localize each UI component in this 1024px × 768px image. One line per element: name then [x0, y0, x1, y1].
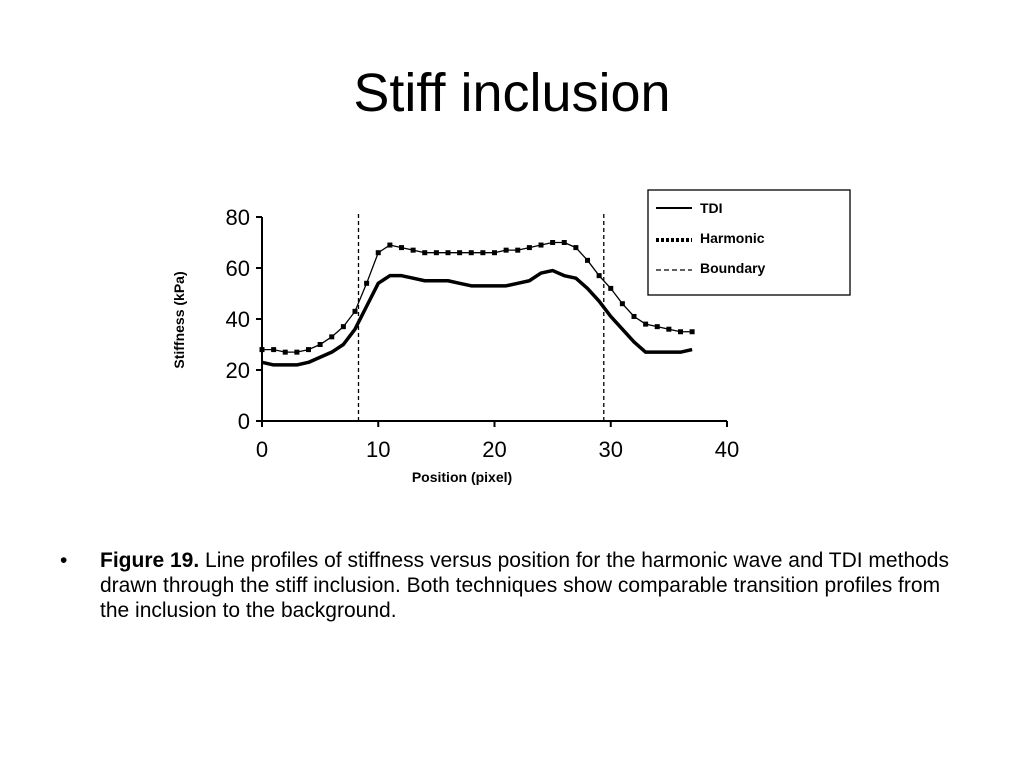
harmonic-point: [643, 321, 649, 327]
harmonic-point: [596, 273, 602, 279]
harmonic-point: [399, 245, 404, 251]
x-tick-label: 30: [599, 437, 623, 462]
x-tick-label: 20: [482, 437, 506, 462]
legend-boundary-label: Boundary: [700, 260, 766, 276]
harmonic-point: [585, 257, 590, 263]
x-tick-label: 40: [715, 437, 739, 462]
caption-body: Line profiles of stiffness versus positi…: [100, 549, 949, 622]
harmonic-point: [526, 245, 532, 251]
harmonic-point: [654, 324, 660, 330]
harmonic-point: [631, 313, 637, 319]
caption-text-block: Figure 19. Line profiles of stiffness ve…: [100, 548, 960, 623]
harmonic-point: [271, 347, 277, 353]
harmonic-point: [666, 326, 672, 332]
harmonic-point: [352, 308, 358, 314]
y-axis-label: Stiffness (kPa): [171, 271, 187, 368]
y-tick-label: 80: [226, 205, 250, 230]
y-tick-label: 40: [226, 307, 250, 332]
harmonic-point: [492, 250, 497, 256]
harmonic-point: [678, 329, 683, 335]
harmonic-point: [619, 301, 625, 307]
series-lines: [259, 240, 695, 367]
legend-tdi-label: TDI: [700, 200, 723, 216]
harmonic-point: [457, 250, 463, 256]
harmonic-point: [294, 349, 300, 355]
boundary-lines: [357, 214, 605, 421]
harmonic-point: [282, 349, 288, 355]
harmonic-point: [433, 250, 439, 256]
harmonic-point: [410, 247, 416, 253]
x-tick-label: 0: [256, 437, 268, 462]
harmonic-point: [329, 334, 335, 340]
harmonic-point: [608, 285, 614, 291]
stiffness-chart: 0 20 40 60 80 0 10 20 30 40 Stiffness (kPa) Posit…: [171, 189, 851, 485]
x-axis-label: Position (pixel): [412, 469, 512, 485]
chart-legend: TDI Harmonic Boundary: [647, 189, 851, 296]
harmonic-point: [259, 347, 265, 353]
caption-label: Figure 19.: [100, 549, 200, 572]
y-tick-label: 0: [238, 409, 250, 434]
slide-title: Stiff inclusion: [353, 63, 671, 123]
harmonic-point: [422, 250, 428, 256]
harmonic-point: [364, 280, 370, 286]
harmonic-point: [515, 247, 521, 253]
figure-caption: • Figure 19. Line profiles of stiffness …: [60, 548, 960, 623]
harmonic-point: [468, 250, 474, 256]
harmonic-point: [573, 245, 579, 251]
x-tick-label: 10: [366, 437, 390, 462]
harmonic-point: [480, 250, 486, 256]
y-tick-label: 60: [226, 256, 250, 281]
harmonic-point: [503, 247, 509, 253]
harmonic-point: [561, 240, 567, 245]
tdi-series-line: [261, 268, 693, 367]
harmonic-point: [538, 242, 544, 248]
harmonic-point: [550, 240, 556, 245]
harmonic-point: [375, 250, 381, 256]
harmonic-point: [689, 329, 695, 335]
chart-axes: 0 20 40 60 80 0 10 20 30 40: [226, 205, 740, 462]
harmonic-point: [317, 342, 323, 347]
harmonic-point: [306, 347, 311, 353]
caption-bullet: •: [60, 549, 68, 572]
y-tick-label: 20: [226, 358, 250, 383]
harmonic-point: [340, 324, 346, 330]
harmonic-point: [445, 250, 451, 256]
legend-harmonic-label: Harmonic: [700, 230, 765, 246]
harmonic-point: [387, 242, 393, 248]
